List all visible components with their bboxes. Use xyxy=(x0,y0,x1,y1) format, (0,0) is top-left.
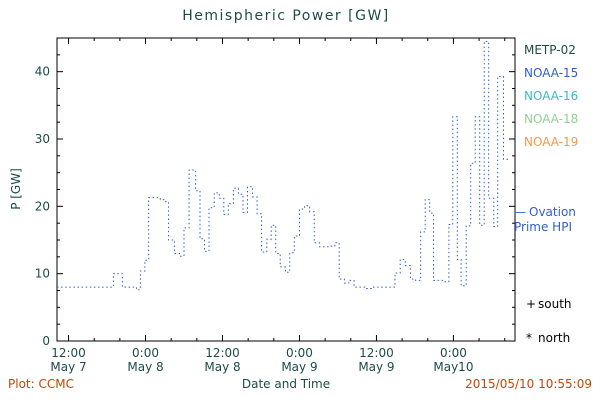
legend-south-label: south xyxy=(538,297,572,311)
legend-ovation-line1: Ovation xyxy=(529,205,576,219)
y-tick-label: 10 xyxy=(35,267,50,281)
y-tick-label: 30 xyxy=(35,132,50,146)
x-tick-time: 0:00 xyxy=(286,346,313,360)
x-tick-date: May 8 xyxy=(127,360,163,374)
y-tick-label: 40 xyxy=(35,65,50,79)
x-tick-date: May 8 xyxy=(204,360,240,374)
x-tick-date: May 9 xyxy=(358,360,394,374)
legend-ovation-prime-hpi: — Ovation Prime HPI xyxy=(514,205,576,235)
legend-north-marker: * north xyxy=(526,331,570,345)
plot-credit: Plot: CCMC xyxy=(8,377,74,391)
y-axis-label: P [GW] xyxy=(9,168,23,210)
x-tick-date: May 9 xyxy=(281,360,317,374)
plus-marker-icon: + xyxy=(526,297,537,311)
x-tick-date: May 7 xyxy=(50,360,86,374)
satellite-legend: METP-02 NOAA-15 NOAA-16 NOAA-18 NOAA-19 xyxy=(524,43,578,158)
hpi-series-line xyxy=(57,40,511,291)
legend-north-label: north xyxy=(538,331,571,345)
x-axis-title: Date and Time xyxy=(241,377,331,391)
legend-item-noaa15: NOAA-15 xyxy=(524,66,579,80)
x-tick-time: 12:00 xyxy=(205,346,240,360)
legend-item-noaa18: NOAA-18 xyxy=(524,112,579,126)
legend-south-marker: + south xyxy=(526,297,572,311)
line-style-sample-icon: — xyxy=(514,205,526,219)
y-tick-label: 20 xyxy=(35,199,50,213)
x-tick-time: 12:00 xyxy=(51,346,86,360)
legend-ovation-line2: Prime HPI xyxy=(514,220,572,234)
plot-timestamp: 2015/05/10 10:55:09 xyxy=(465,377,592,391)
y-tick-label: 0 xyxy=(42,334,50,348)
x-tick-date: May10 xyxy=(433,360,473,374)
legend-item-metp02: METP-02 xyxy=(524,43,576,57)
asterisk-marker-icon: * xyxy=(526,331,532,345)
x-tick-time: 0:00 xyxy=(440,346,467,360)
x-tick-time: 12:00 xyxy=(359,346,394,360)
plot-frame xyxy=(56,37,516,342)
legend-item-noaa16: NOAA-16 xyxy=(524,89,579,103)
x-tick-time: 0:00 xyxy=(132,346,159,360)
chart-title: Hemispheric Power [GW] xyxy=(182,8,390,24)
legend-item-noaa19: NOAA-19 xyxy=(524,135,579,149)
